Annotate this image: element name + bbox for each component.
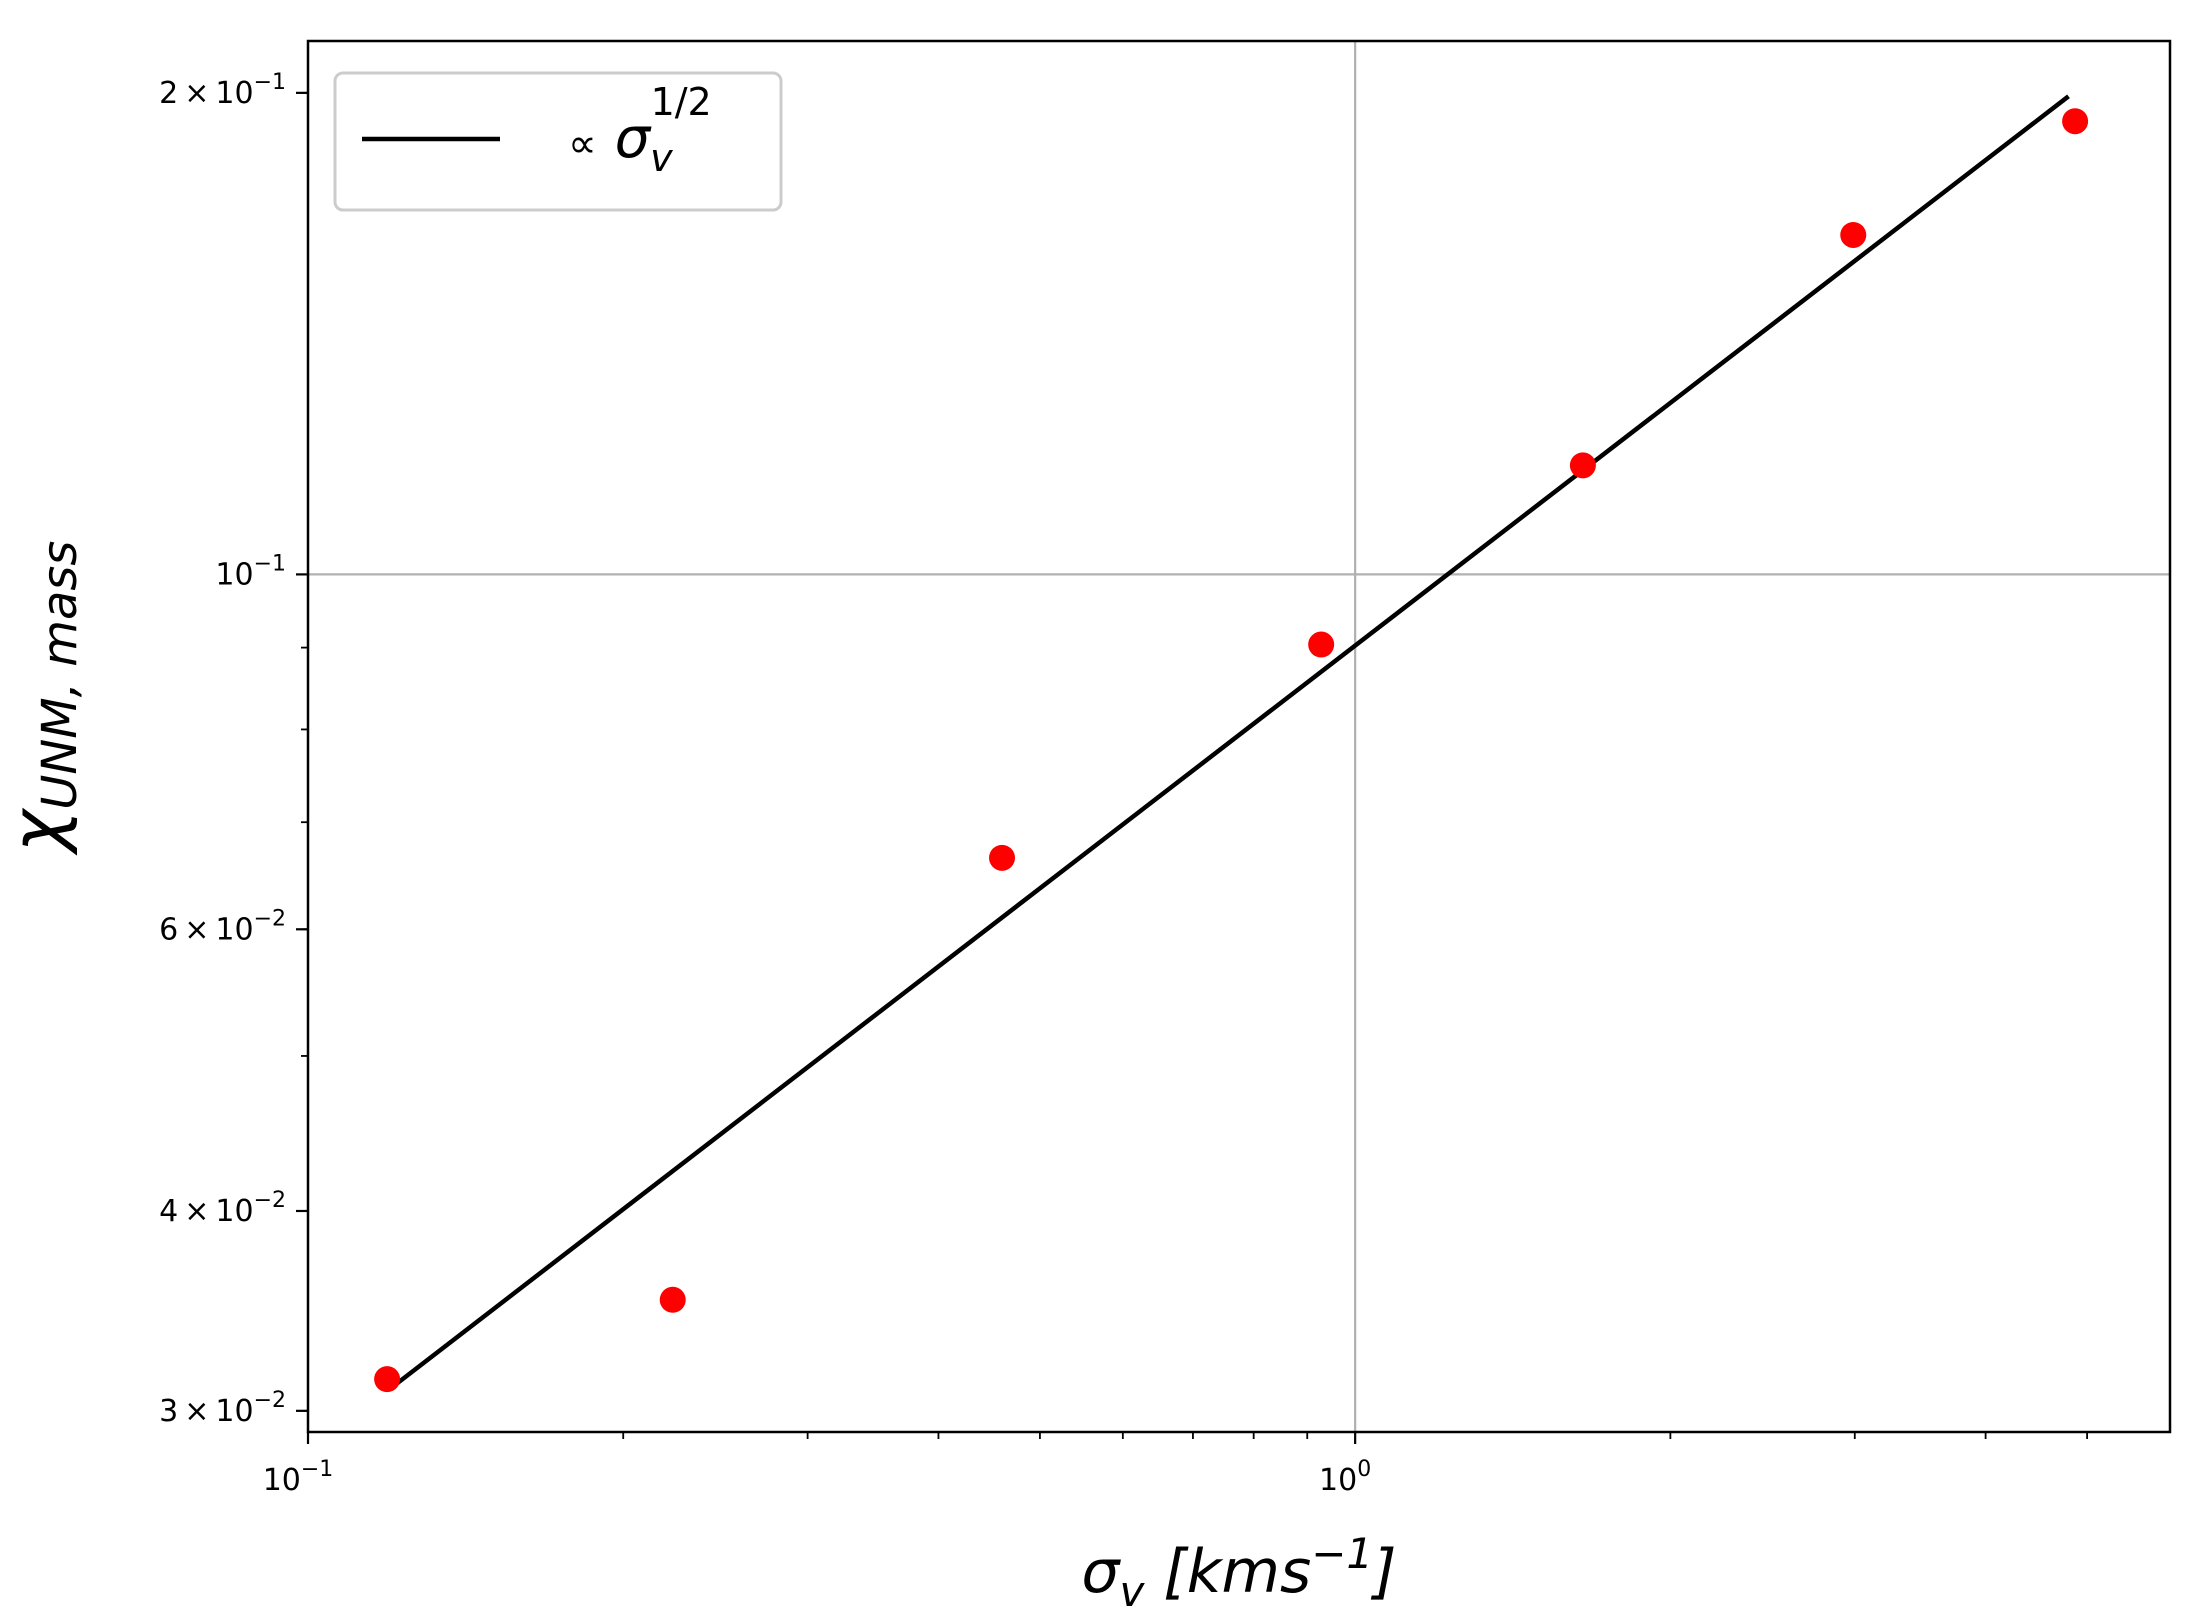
legend-entry-label: ∝ σv 1/2 [568, 80, 712, 180]
y-axis-label: χUNM, mass [0, 541, 88, 857]
y-axis-label-chi: χ [0, 807, 79, 856]
x-tick-label: 10−1 [263, 1457, 334, 1498]
x-axis-label-sub: v [1119, 1567, 1145, 1616]
y-tick-label: 6 × 10−2 [159, 906, 286, 947]
legend-box [333, 71, 783, 212]
y-tick-label: 10−1 [215, 551, 286, 592]
x-axis-label-sup: −1 [1311, 1529, 1373, 1578]
y-tick-label: 2 × 10−1 [159, 70, 286, 111]
x-axis-label-close: ] [1370, 1537, 1396, 1607]
tick-labels: 10−1 100 3 × 10−2 4 × 10−2 6 × 10−2 10−1 2 × 1… [159, 70, 1371, 1498]
data-point [659, 1286, 686, 1313]
y-tick-label: 3 × 10−2 [159, 1388, 286, 1429]
grid-lines [308, 41, 2170, 1432]
data-point [989, 844, 1016, 871]
data-point [1308, 631, 1335, 658]
x-axis-label-unit: [kms [1144, 1537, 1311, 1607]
x-axis-label-sigma: σ [1081, 1537, 1121, 1607]
legend-superscript: 1/2 [651, 80, 712, 124]
legend-proportional-symbol: ∝ [568, 121, 597, 167]
data-point [1569, 452, 1596, 479]
data-points [374, 108, 2089, 1393]
legend-sigma: σ [615, 106, 652, 171]
axis-ticks [296, 91, 2088, 1444]
data-point [1840, 221, 1867, 248]
data-point [374, 1366, 401, 1393]
x-axis-label: σv [kms−1] [1081, 1529, 1396, 1616]
y-tick-label: 4 × 10−2 [159, 1188, 286, 1229]
fit-line-layer [389, 94, 2070, 1390]
y-axis-label-sub: UNM, mass [32, 541, 88, 810]
fit-line [389, 94, 2070, 1390]
x-tick-label: 100 [1319, 1457, 1371, 1498]
legend-subscript: v [650, 136, 673, 180]
data-point [2062, 108, 2089, 135]
legend: ∝ σv 1/2 [333, 71, 783, 212]
plot-area-frame [306, 39, 2172, 1434]
